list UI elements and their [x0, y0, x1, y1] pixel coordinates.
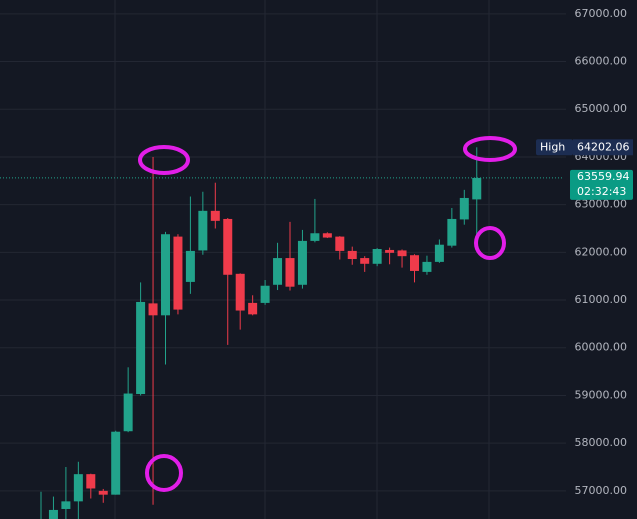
- y-tick-label: 67000.00: [575, 7, 628, 20]
- y-tick-label: 65000.00: [575, 102, 628, 115]
- candle-body: [472, 177, 482, 200]
- annotation-circle: [463, 136, 517, 162]
- candles: [0, 147, 562, 519]
- candle-body: [173, 236, 183, 310]
- candle-body: [111, 431, 121, 495]
- candle-body: [385, 249, 395, 253]
- y-tick-label: 61000.00: [575, 293, 628, 306]
- candle-body: [198, 210, 208, 251]
- candle-body: [459, 197, 469, 220]
- high-label-box: [536, 139, 573, 156]
- y-tick-label: 60000.00: [575, 341, 628, 354]
- candle-body: [260, 285, 270, 303]
- candle-body: [347, 250, 357, 260]
- candle-body: [335, 236, 345, 251]
- candle-body: [410, 255, 419, 271]
- candle-body: [235, 273, 245, 311]
- countdown-label: 02:32:43: [577, 185, 626, 198]
- candle-body: [297, 240, 307, 285]
- candle-body: [123, 393, 133, 432]
- last-price-box: [570, 169, 633, 200]
- candle-body: [48, 509, 58, 519]
- y-tick-label: 59000.00: [575, 388, 628, 401]
- candle-body: [86, 474, 96, 489]
- annotation-circle: [138, 145, 190, 175]
- price-axis: 57000.00 58000.00 59000.00 60000.00 61000.00…: [536, 7, 633, 497]
- high-value: 64202.06: [577, 140, 630, 153]
- candle-body: [372, 249, 382, 264]
- candle-body: [285, 258, 295, 287]
- annotations: [138, 136, 517, 492]
- candle-body: [73, 474, 83, 502]
- candle-body: [185, 250, 195, 282]
- candle-body: [61, 501, 71, 509]
- last-price-label: 63559.94: [577, 170, 630, 183]
- candle-body: [322, 233, 332, 238]
- candle-body: [447, 218, 457, 246]
- y-tick-label: 57000.00: [575, 484, 628, 497]
- candle-body: [397, 250, 407, 257]
- y-tick-label: 62000.00: [575, 245, 628, 258]
- candle-body: [148, 303, 158, 316]
- candle-body: [273, 258, 283, 285]
- y-tick-label: 66000.00: [575, 55, 628, 68]
- candle-body: [434, 244, 444, 262]
- y-tick-label: 63000.00: [575, 198, 628, 211]
- candle-body: [248, 302, 258, 315]
- candle-body: [136, 301, 146, 395]
- annotation-circle: [145, 454, 183, 492]
- grid: [0, 13, 566, 492]
- candle-body: [223, 218, 233, 275]
- y-tick-label: 58000.00: [575, 436, 628, 449]
- high-label: High: [540, 140, 565, 153]
- candle-body: [360, 258, 370, 264]
- annotation-circle: [474, 226, 506, 260]
- candle-body: [98, 490, 108, 495]
- candle-body: [310, 233, 320, 241]
- high-value-box: [573, 139, 633, 156]
- candle-body: [422, 261, 432, 272]
- candle-body: [210, 210, 220, 221]
- candle-body: [161, 234, 170, 316]
